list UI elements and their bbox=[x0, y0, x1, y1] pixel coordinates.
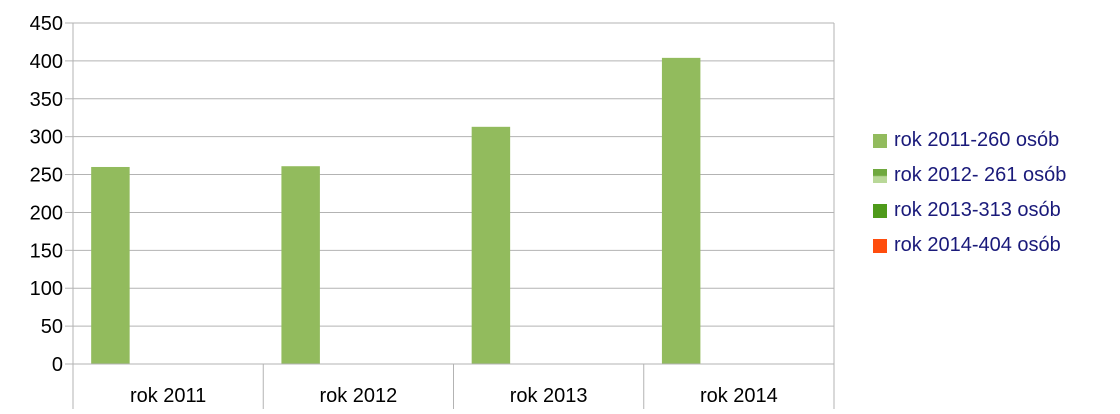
legend-swatch-2011 bbox=[873, 133, 887, 148]
bar bbox=[91, 166, 130, 364]
axes: 0 50 100 150 200 250 300 350 400 450 rok 2011 rok 2… bbox=[30, 13, 835, 409]
legend-label-2013: rok 2013-313 osób bbox=[894, 199, 1061, 221]
legend-label-2014: rok 2014-404 osób bbox=[894, 234, 1061, 256]
y-tick-label: 200 bbox=[30, 202, 63, 224]
bars bbox=[91, 57, 701, 364]
legend-item-2012: rok 2012- 261 osób bbox=[873, 158, 1120, 193]
y-tick-label: 0 bbox=[52, 354, 63, 376]
y-tick-label: 400 bbox=[30, 51, 63, 73]
legend-label-2011: rok 2011-260 osób bbox=[894, 129, 1060, 151]
x-tick-label: rok 2014 bbox=[700, 385, 778, 407]
legend-item-2014: rok 2014-404 osób bbox=[873, 228, 1120, 263]
legend-label-2012: rok 2012- 261 osób bbox=[894, 164, 1067, 186]
y-tick-label: 300 bbox=[30, 127, 63, 149]
y-tick-label: 100 bbox=[30, 278, 63, 300]
x-tick-label: rok 2013 bbox=[510, 385, 588, 407]
gridlines bbox=[73, 22, 835, 364]
legend: rok 2011-260 osób rok 2012- 261 osób rok… bbox=[873, 123, 1120, 263]
legend-swatch-2012 bbox=[873, 168, 887, 183]
legend-swatch-2013 bbox=[873, 203, 887, 218]
bar bbox=[471, 126, 511, 364]
bar bbox=[661, 57, 701, 364]
y-tick-label: 250 bbox=[30, 165, 63, 187]
legend-item-2013: rok 2013-313 osób bbox=[873, 193, 1120, 228]
legend-item-2011: rok 2011-260 osób bbox=[873, 123, 1120, 158]
bar bbox=[281, 166, 320, 364]
x-tick-label: rok 2011 bbox=[130, 385, 206, 407]
x-tick-label: rok 2012 bbox=[319, 385, 397, 407]
y-tick-label: 450 bbox=[30, 13, 63, 35]
y-tick-label: 50 bbox=[41, 316, 63, 338]
y-tick-label: 350 bbox=[30, 89, 63, 111]
legend-swatch-2014 bbox=[873, 238, 887, 253]
y-tick-label: 150 bbox=[30, 240, 63, 262]
